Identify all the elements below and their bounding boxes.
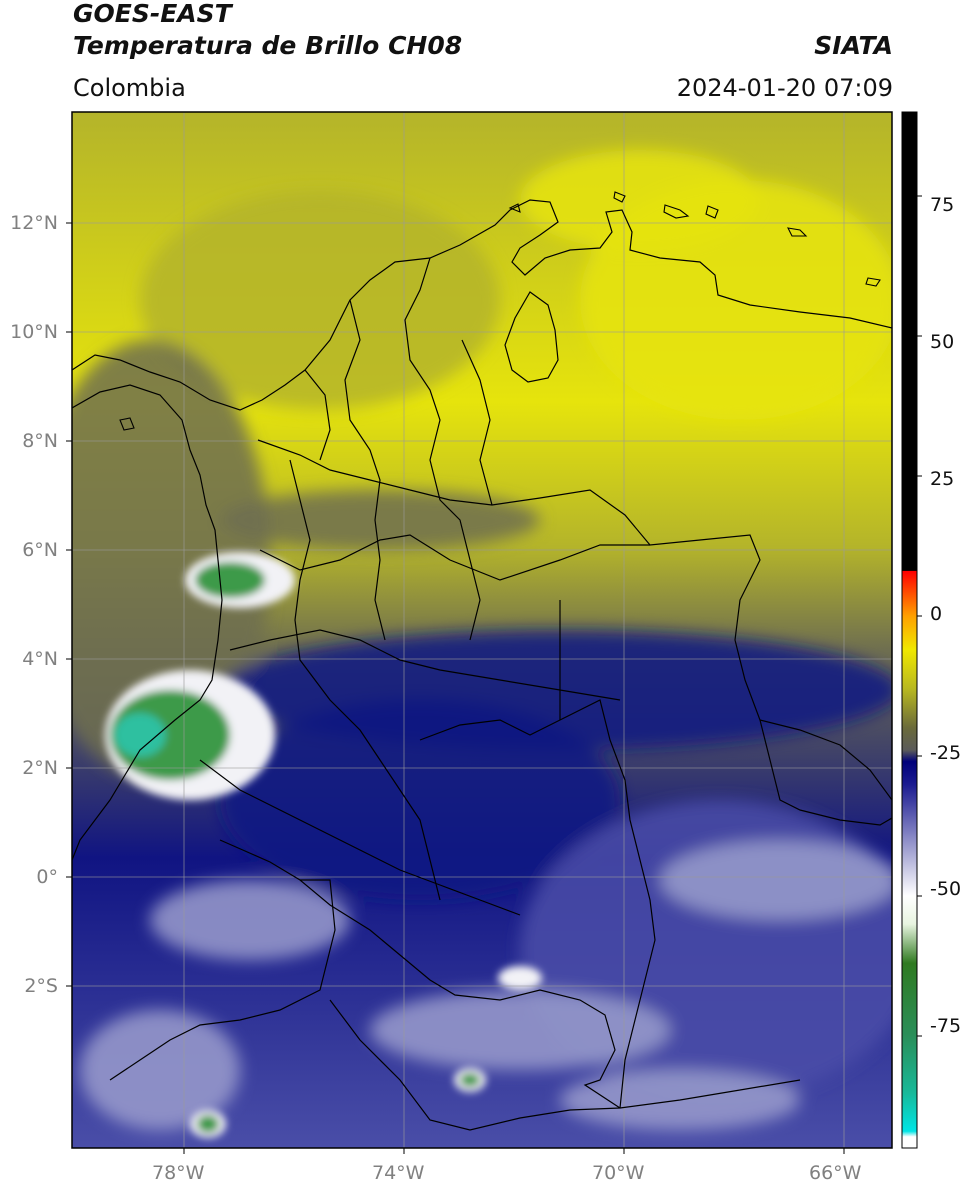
green-core <box>195 562 265 598</box>
olive-region <box>140 190 500 410</box>
dept-border-b <box>229 629 621 701</box>
dept-border-c <box>289 459 441 901</box>
colorbar-tick-label: -50 <box>930 878 962 900</box>
lon-tick-label: 74°W <box>372 1162 425 1184</box>
dept-border-i <box>199 759 521 916</box>
colorbar-tick-label: 50 <box>930 331 955 353</box>
colorbar <box>901 111 922 1149</box>
colorbar-frame <box>901 111 918 1149</box>
teal-core <box>114 713 166 757</box>
dept-border-g <box>461 339 493 506</box>
yellow-region <box>520 150 760 250</box>
colorbar-tick-label: -75 <box>930 1015 962 1037</box>
deep-blue-band <box>220 700 620 900</box>
lat-tick-label: 0° <box>36 866 58 888</box>
dept-border-e <box>404 257 481 641</box>
title-line-1: GOES-EAST <box>73 0 232 28</box>
cold-cloud-top <box>498 966 542 990</box>
dept-border-f <box>304 369 331 461</box>
colorbar-tick-label: 75 <box>930 194 955 216</box>
venezuela-brazil-border <box>759 719 892 801</box>
lat-lon-grid <box>72 112 892 1148</box>
lon-tick-label: 70°W <box>592 1162 645 1184</box>
lat-tick-label: 10°N <box>10 321 58 343</box>
axis-ticks <box>66 222 845 1154</box>
agency-label: SIATA <box>814 31 893 60</box>
lat-tick-label: 6°N <box>22 539 58 561</box>
lat-tick-label: 2°S <box>24 975 58 997</box>
colorbar-tick-label: 25 <box>930 468 955 490</box>
light-blue-region <box>370 990 670 1070</box>
lon-tick-label: 66°W <box>809 1162 862 1184</box>
green-core <box>460 1073 480 1087</box>
datetime-label: 2024-01-20 07:09 <box>676 74 893 102</box>
colorbar-fill <box>902 112 917 1148</box>
lake-maracaibo <box>504 291 559 383</box>
map-frame <box>71 111 893 1149</box>
lat-tick-label: 2°N <box>22 757 58 779</box>
light-blue-region <box>150 880 350 960</box>
lat-tick-label: 4°N <box>22 648 58 670</box>
caribbean-coastline <box>72 199 892 411</box>
lat-tick-label: 8°N <box>22 430 58 452</box>
ecuador-peru-border <box>109 879 336 1081</box>
gray-band <box>220 490 540 550</box>
pacific-coastline <box>72 384 223 861</box>
map-panel <box>72 112 892 1148</box>
title-line-2: Temperatura de Brillo CH08 <box>73 31 463 60</box>
colombia-brazil-border <box>419 699 656 1109</box>
peru-brazil-border <box>329 999 801 1131</box>
green-core <box>197 1115 219 1133</box>
light-blue-region <box>80 1010 240 1130</box>
colombia-border <box>257 439 892 826</box>
green-core <box>110 690 230 780</box>
dept-border-d <box>344 299 386 641</box>
colorbar-tick-label: -25 <box>930 742 962 764</box>
cloud-features <box>72 150 892 1130</box>
region-label: Colombia <box>73 74 186 102</box>
political-borders <box>72 199 892 1131</box>
lat-tick-label: 12°N <box>10 212 58 234</box>
gray-band <box>72 340 270 780</box>
island-outlines <box>119 191 881 431</box>
convective-cores <box>105 552 542 1138</box>
colorbar-tick-label: 0 <box>930 603 943 625</box>
dept-border-a <box>259 534 650 581</box>
colombia-peru-border <box>219 839 621 1109</box>
light-blue-region <box>660 840 892 920</box>
lon-tick-label: 78°W <box>152 1162 205 1184</box>
